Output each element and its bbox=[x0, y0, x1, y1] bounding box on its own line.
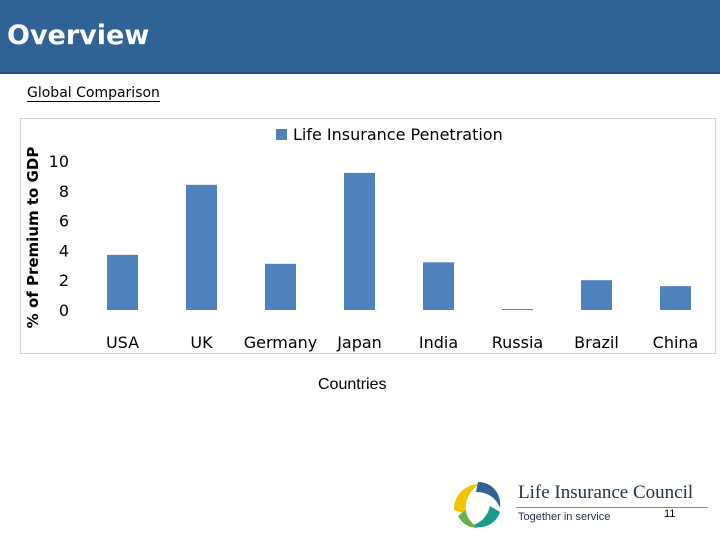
council-logo: Life Insurance Council Together in servi… bbox=[448, 476, 710, 532]
x-tick-label: India bbox=[419, 333, 458, 352]
x-tick-label: China bbox=[653, 333, 699, 352]
legend-label: Life Insurance Penetration bbox=[293, 125, 503, 144]
x-tick-label: UK bbox=[190, 333, 213, 352]
y-tick-label: 0 bbox=[59, 301, 69, 320]
bar-chart: % of Premium to GDP 0 2 4 6 8 10 USA UK Germany Ja… bbox=[24, 125, 699, 352]
legend-swatch bbox=[276, 129, 287, 140]
bar-china bbox=[660, 286, 691, 310]
page-number: 11 bbox=[664, 508, 676, 520]
x-tick-label: Brazil bbox=[574, 333, 619, 352]
bar-usa bbox=[107, 254, 138, 310]
logo-mark-icon bbox=[454, 482, 501, 528]
bar-brazil bbox=[581, 280, 612, 310]
logo-divider bbox=[516, 507, 708, 508]
page-title: Overview bbox=[7, 20, 150, 51]
bar-uk bbox=[186, 184, 217, 310]
y-tick-label: 10 bbox=[49, 152, 69, 171]
x-tick-label: Germany bbox=[244, 333, 318, 352]
x-tick-label: USA bbox=[106, 333, 139, 352]
x-tick-label: Japan bbox=[336, 333, 382, 352]
y-tick-label: 8 bbox=[59, 182, 69, 201]
y-tick-label: 6 bbox=[59, 212, 69, 231]
x-axis-label: Countries bbox=[318, 376, 387, 393]
logo-tagline: Together in service bbox=[518, 511, 611, 523]
bar-india bbox=[423, 262, 454, 310]
chart-frame: % of Premium to GDP 0 2 4 6 8 10 USA UK Germany Ja… bbox=[20, 118, 716, 354]
x-tick-label: Russia bbox=[492, 333, 543, 352]
y-axis-title: % of Premium to GDP bbox=[24, 147, 42, 329]
y-tick-label: 2 bbox=[59, 271, 69, 290]
bar-russia bbox=[502, 309, 533, 310]
logo-name: Life Insurance Council bbox=[518, 482, 694, 503]
section-subtitle: Global Comparison bbox=[27, 85, 160, 102]
header-bar: Overview bbox=[0, 0, 720, 74]
y-tick-label: 4 bbox=[59, 241, 69, 260]
bar-germany bbox=[265, 263, 296, 310]
bar-japan bbox=[344, 172, 375, 310]
